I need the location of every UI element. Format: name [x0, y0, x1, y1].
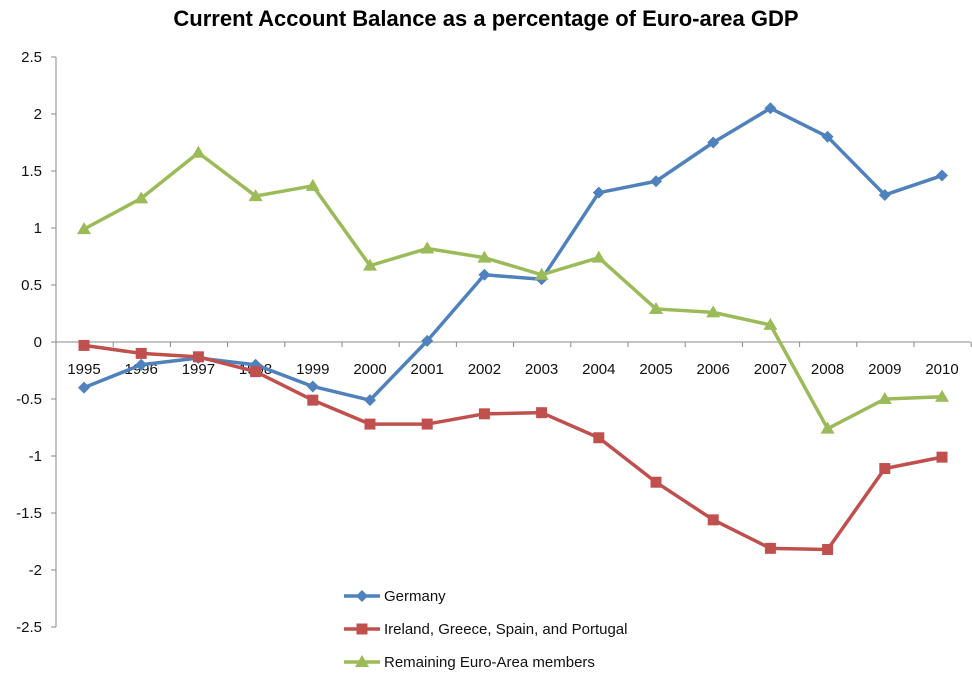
series-1-point [650, 175, 662, 188]
series-1-point [821, 130, 834, 143]
series-1-point [936, 169, 948, 182]
legend-label-1: Germany [384, 588, 446, 605]
series-1-point [135, 358, 148, 371]
series-2-point [764, 542, 776, 554]
series-line-1 [83, 106, 943, 402]
series-2-point [936, 451, 948, 463]
legend-marker-1 [356, 590, 368, 602]
series-2-point [78, 339, 90, 351]
series-3-point [134, 191, 149, 204]
series-2-point [707, 514, 719, 526]
y-tick-label: 1 [34, 220, 42, 237]
series-2-point [364, 418, 376, 430]
legend-marker-2 [356, 623, 368, 635]
series-1-point [421, 334, 434, 347]
series-3-point [534, 267, 549, 280]
series-3-point [363, 258, 377, 271]
series-3-point [763, 317, 778, 330]
x-tick-label: 2002 [468, 361, 501, 378]
chart-title: Current Account Balance as a percentage … [173, 6, 799, 31]
series-2-point [593, 432, 605, 444]
x-tick-label: 1995 [67, 361, 100, 378]
series-2-point [822, 543, 834, 555]
series-3-point [248, 189, 263, 202]
series-3-point [591, 250, 606, 263]
series-2-point [879, 463, 891, 475]
series-2-point [536, 407, 548, 419]
y-tick-label: -1 [29, 448, 42, 465]
series-2-point [192, 351, 204, 363]
series-3-point [877, 392, 892, 404]
y-tick-label: -1.5 [16, 505, 42, 522]
series-2-point [421, 418, 433, 430]
y-tick-label: -2.5 [16, 619, 42, 636]
x-tick-label: 2004 [582, 361, 615, 378]
x-tick-label: 2010 [925, 361, 958, 378]
x-tick-label: 2001 [411, 361, 444, 378]
legend-marker-3 [355, 655, 369, 667]
series-1-point [364, 394, 376, 407]
x-tick-label: 1999 [296, 361, 329, 378]
series-3-point [706, 305, 721, 318]
x-tick-label: 2009 [868, 361, 901, 378]
series-line-3 [83, 151, 943, 431]
series-3-point [477, 250, 492, 263]
series-2-point [250, 366, 262, 378]
series-1-point [78, 381, 90, 394]
x-tick-label: 2005 [639, 361, 672, 378]
legend-label-3: Remaining Euro-Area members [384, 654, 595, 671]
series-1-point [707, 136, 720, 149]
series-3-point [305, 178, 320, 191]
y-tick-label: 2.5 [21, 49, 42, 66]
series-1-point [592, 186, 605, 199]
series-2-point [307, 394, 319, 406]
y-tick-label: -2 [29, 562, 42, 579]
series-1-point [306, 380, 319, 393]
y-tick-label: 1.5 [21, 163, 42, 180]
legend-label-2: Ireland, Greece, Spain, and Portugal [384, 621, 628, 638]
y-tick-label: 0 [34, 334, 42, 351]
y-tick-label: 2 [34, 106, 42, 123]
x-tick-label: 2008 [811, 361, 844, 378]
series-1-point [764, 102, 777, 115]
x-tick-label: 2007 [754, 361, 787, 378]
series-line-2 [83, 343, 943, 552]
series-2-point [478, 408, 490, 420]
x-tick-label: 2000 [353, 361, 386, 378]
series-3-point [420, 241, 435, 254]
series-3-point [935, 389, 949, 402]
x-tick-label: 2006 [697, 361, 730, 378]
series-3-point [77, 222, 91, 235]
y-tick-label: -0.5 [16, 391, 42, 408]
series-2-point [135, 347, 147, 359]
x-tick-label: 2003 [525, 361, 558, 378]
x-tick-label: 1997 [182, 361, 215, 378]
series-3-point [820, 421, 835, 434]
y-tick-label: 0.5 [21, 277, 42, 294]
series-3-point [649, 301, 663, 314]
series-2-point [650, 476, 662, 488]
series-1-point [478, 268, 491, 281]
series-3-point [191, 145, 206, 158]
series-1-point [878, 188, 891, 201]
